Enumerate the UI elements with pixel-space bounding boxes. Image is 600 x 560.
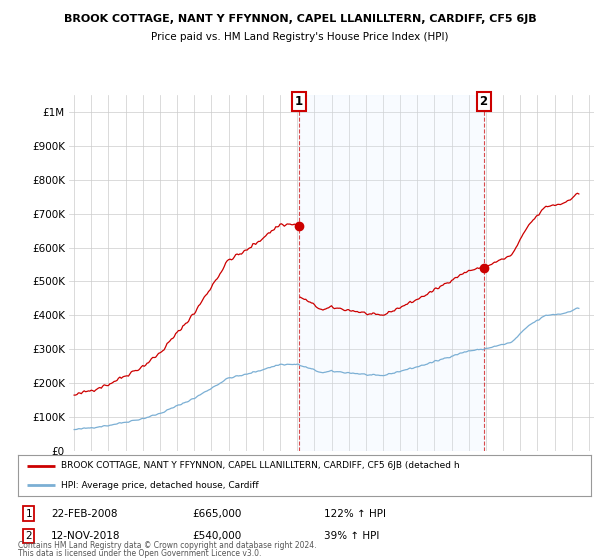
Text: 1: 1 xyxy=(295,95,304,108)
Bar xyxy=(299,95,484,451)
Text: This data is licensed under the Open Government Licence v3.0.: This data is licensed under the Open Gov… xyxy=(18,549,262,558)
Text: HPI: Average price, detached house, Cardiff: HPI: Average price, detached house, Card… xyxy=(61,481,259,490)
Text: 1: 1 xyxy=(25,508,32,519)
Text: 122% ↑ HPI: 122% ↑ HPI xyxy=(324,508,386,519)
Text: BROOK COTTAGE, NANT Y FFYNNON, CAPEL LLANILLTERN, CARDIFF, CF5 6JB (detached h: BROOK COTTAGE, NANT Y FFYNNON, CAPEL LLA… xyxy=(61,461,460,470)
Text: 39% ↑ HPI: 39% ↑ HPI xyxy=(324,531,379,541)
Text: BROOK COTTAGE, NANT Y FFYNNON, CAPEL LLANILLTERN, CARDIFF, CF5 6JB: BROOK COTTAGE, NANT Y FFYNNON, CAPEL LLA… xyxy=(64,14,536,24)
Text: Contains HM Land Registry data © Crown copyright and database right 2024.: Contains HM Land Registry data © Crown c… xyxy=(18,541,317,550)
Text: 12-NOV-2018: 12-NOV-2018 xyxy=(51,531,121,541)
Text: £665,000: £665,000 xyxy=(192,508,241,519)
Text: 2: 2 xyxy=(479,95,488,108)
Text: £540,000: £540,000 xyxy=(192,531,241,541)
Text: Price paid vs. HM Land Registry's House Price Index (HPI): Price paid vs. HM Land Registry's House … xyxy=(151,32,449,43)
Text: 2: 2 xyxy=(25,531,32,541)
Text: 22-FEB-2008: 22-FEB-2008 xyxy=(51,508,118,519)
